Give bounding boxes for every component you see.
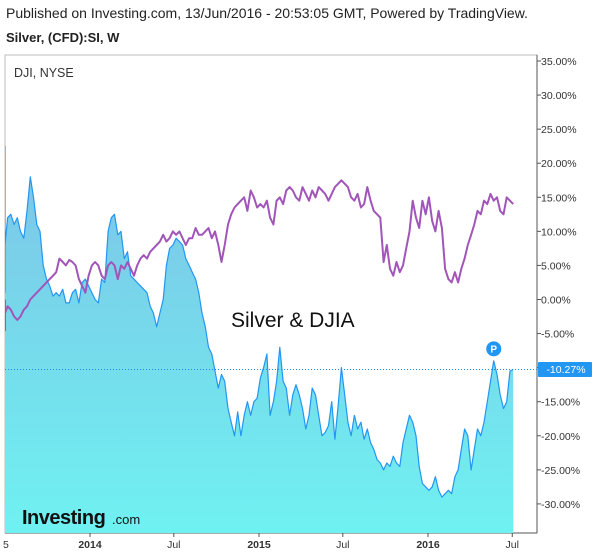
- y-tick-label: -20.00%: [541, 431, 580, 443]
- y-tick-label: 0.00%: [541, 295, 571, 307]
- x-tick-label: Jul: [167, 539, 180, 551]
- y-tick-label: 35.00%: [541, 56, 577, 68]
- x-axis: 5 2014 Jul 2015 Jul 2016 Jul: [3, 533, 519, 551]
- y-tick-label: -15.00%: [541, 397, 580, 409]
- silver-series-line: [5, 145, 514, 498]
- svg-text:P: P: [490, 344, 497, 355]
- x-tick-label: Jul: [506, 539, 519, 551]
- x-tick-label: 5: [3, 539, 9, 551]
- y-tick-label: 20.00%: [541, 158, 577, 170]
- symbol-title: Silver, (CFD):SI, W: [6, 30, 120, 45]
- logo-name: Investing: [22, 507, 105, 529]
- x-tick-label: 2014: [78, 539, 102, 551]
- publish-info: Published on Investing.com, 13/Jun/2016 …: [6, 5, 528, 21]
- marker-badge[interactable]: P: [486, 341, 502, 357]
- y-tick-label: -30.00%: [541, 499, 580, 511]
- y-tick-label: 5.00%: [541, 260, 571, 272]
- silver-area: [5, 146, 514, 533]
- investing-logo: Investing .com: [22, 507, 140, 529]
- y-tick-label: -5.00%: [541, 329, 574, 341]
- y-tick-label: 10.00%: [541, 226, 577, 238]
- dji-series-line: [5, 179, 514, 332]
- y-tick-label: 30.00%: [541, 90, 577, 102]
- last-value-label: -10.27%: [538, 361, 592, 377]
- x-tick-label: 2015: [247, 539, 271, 551]
- svg-text:-10.27%: -10.27%: [546, 364, 585, 376]
- x-tick-label: Jul: [336, 539, 349, 551]
- y-tick-label: 25.00%: [541, 124, 577, 136]
- overlay-legend: DJI, NYSE: [14, 66, 74, 80]
- y-axis: 35.00% 30.00% 25.00% 20.00% 15.00% 10.00% 5.00…: [537, 56, 580, 511]
- y-tick-label: -25.00%: [541, 465, 580, 477]
- x-tick-label: 2016: [416, 539, 440, 551]
- logo-suffix: .com: [112, 512, 140, 527]
- chart-annotation: Silver & DJIA: [231, 309, 355, 332]
- y-tick-label: 15.00%: [541, 192, 577, 204]
